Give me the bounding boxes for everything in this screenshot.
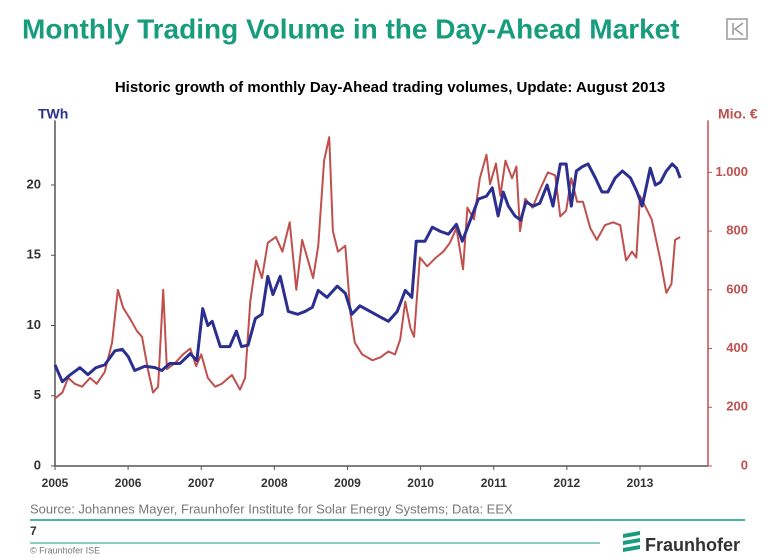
slide-title: Monthly Trading Volume in the Day-Ahead … bbox=[22, 13, 680, 44]
y-tick-label: 5 bbox=[34, 387, 41, 402]
y2-tick-label: 0 bbox=[741, 457, 748, 472]
y2-tick-label: 400 bbox=[726, 340, 748, 355]
y-axis-label: TWh bbox=[38, 106, 68, 122]
x-tick-label: 2012 bbox=[554, 476, 581, 490]
page-number: 7 bbox=[30, 524, 37, 538]
data-line bbox=[54, 136, 681, 400]
y-tick-label: 0 bbox=[34, 457, 41, 472]
data-line bbox=[53, 162, 682, 384]
x-tick-label: 2010 bbox=[407, 476, 434, 490]
y2-tick-label: 1.000 bbox=[715, 164, 748, 179]
x-tick-label: 2008 bbox=[261, 476, 288, 490]
copyright: © Fraunhofer ISE bbox=[30, 545, 100, 555]
logo-text: Fraunhofer bbox=[645, 535, 740, 555]
y-tick-label: 15 bbox=[27, 247, 41, 262]
x-tick-label: 2013 bbox=[627, 476, 654, 490]
y2-tick-label: 600 bbox=[726, 281, 748, 296]
y2-tick-label: 800 bbox=[726, 223, 748, 238]
y2-tick-label: 200 bbox=[726, 399, 748, 414]
x-tick-label: 2005 bbox=[42, 476, 69, 490]
nav-icon[interactable] bbox=[726, 18, 748, 40]
logo-icon bbox=[623, 531, 640, 552]
y-tick-label: 20 bbox=[27, 176, 41, 191]
x-tick-label: 2011 bbox=[481, 476, 507, 490]
x-tick-label: 2006 bbox=[115, 476, 142, 490]
chart-title: Historic growth of monthly Day-Ahead tra… bbox=[115, 79, 665, 96]
y2-axis-label: Mio. € bbox=[718, 106, 758, 122]
x-tick-label: 2007 bbox=[188, 476, 215, 490]
y-tick-label: 10 bbox=[27, 317, 41, 332]
source: Source: Johannes Mayer, Fraunhofer Insti… bbox=[30, 501, 513, 516]
x-tick-label: 2009 bbox=[334, 476, 361, 490]
